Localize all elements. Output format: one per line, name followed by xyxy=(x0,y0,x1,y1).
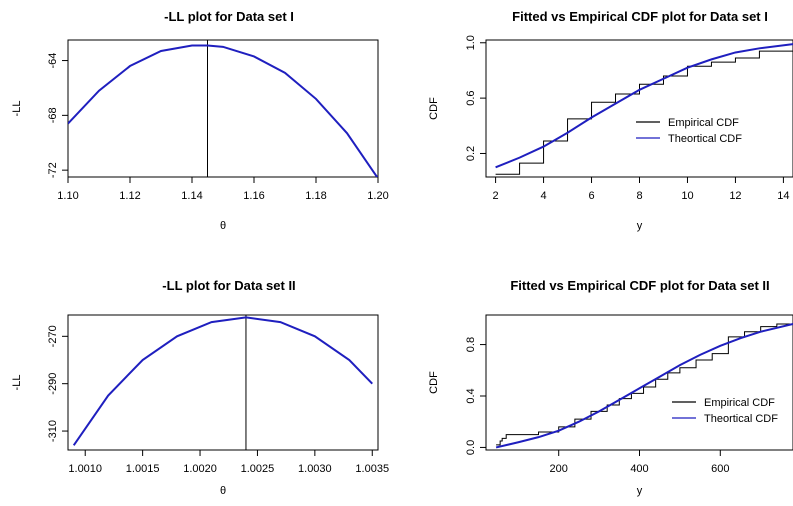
y-tick-label: 0.2 xyxy=(465,146,477,161)
chart-panel-3: -LL plot for Data set II 1.0010 1.0015 1.00… xyxy=(11,278,389,497)
chart-title: -LL plot for Data set I xyxy=(164,9,294,24)
x-tick-label: 2 xyxy=(493,190,499,202)
y-tick-label: -290 xyxy=(47,373,59,395)
legend: Empirical CDF Theortical CDF xyxy=(636,117,742,145)
x-tick-label: 1.0025 xyxy=(241,463,275,475)
y-tick-label: 0.4 xyxy=(465,388,477,403)
legend-label: Empirical CDF xyxy=(668,117,739,129)
chart-panel-1: -LL plot for Data set I 1.10 1.12 1.14 1.16 1… xyxy=(11,9,389,232)
x-tick-label: 1.18 xyxy=(305,190,326,202)
x-tick-label: 1.0015 xyxy=(126,463,160,475)
x-tick-label: 10 xyxy=(681,190,693,202)
chart-title: Fitted vs Empirical CDF plot for Data se… xyxy=(510,278,769,293)
chart-panel-4: Fitted vs Empirical CDF plot for Data se… xyxy=(428,278,793,497)
x-tick-label: 1.0020 xyxy=(183,463,217,475)
x-tick-label: 12 xyxy=(729,190,741,202)
plot-frame xyxy=(67,39,379,178)
legend-label: Theortical CDF xyxy=(704,413,778,425)
series-line-likelihood xyxy=(72,316,373,446)
x-axis-label: y xyxy=(637,220,643,232)
x-tick-label: 1.0030 xyxy=(298,463,332,475)
x-tick-label: 400 xyxy=(630,463,648,475)
series-line-likelihood xyxy=(68,44,378,177)
y-tick-label: -310 xyxy=(47,420,59,442)
x-tick-label: 4 xyxy=(541,190,547,202)
series-line-empirical-cdf xyxy=(495,46,793,175)
x-tick-label: 14 xyxy=(777,190,789,202)
legend-label: Theortical CDF xyxy=(668,133,742,145)
x-tick-label: 1.14 xyxy=(181,190,202,202)
y-axis-label: CDF xyxy=(428,371,440,394)
y-tick-label: -64 xyxy=(47,53,59,69)
y-tick-label: -68 xyxy=(47,107,59,123)
chart-title: Fitted vs Empirical CDF plot for Data se… xyxy=(512,9,768,24)
x-tick-label: 1.20 xyxy=(367,190,388,202)
x-tick-label: 1.16 xyxy=(243,190,264,202)
y-tick-label: 0.0 xyxy=(465,440,477,455)
series-line-theortical-cdf xyxy=(495,43,793,169)
y-tick-label: 0.8 xyxy=(465,337,477,352)
chart-title: -LL plot for Data set II xyxy=(162,278,295,293)
y-axis-label: CDF xyxy=(428,97,440,120)
x-axis-label: θ xyxy=(220,220,226,232)
x-tick-label: 1.10 xyxy=(57,190,78,202)
x-tick-label: 8 xyxy=(636,190,642,202)
y-tick-label: 1.0 xyxy=(465,35,477,50)
legend: Empirical CDF Theortical CDF xyxy=(672,397,778,425)
x-tick-label: 1.0010 xyxy=(68,463,102,475)
x-axis-label: θ xyxy=(220,485,226,497)
series-line-empirical-cdf xyxy=(496,322,793,446)
y-axis-label: -LL xyxy=(11,101,23,117)
x-axis-label: y xyxy=(637,485,643,497)
plot-frame xyxy=(67,314,379,451)
y-tick-label: -270 xyxy=(47,325,59,347)
y-axis-label: -LL xyxy=(11,375,23,391)
legend-label: Empirical CDF xyxy=(704,397,775,409)
x-tick-label: 1.0035 xyxy=(355,463,389,475)
x-tick-label: 200 xyxy=(550,463,568,475)
x-tick-label: 1.12 xyxy=(119,190,140,202)
y-tick-label: -72 xyxy=(47,162,59,178)
x-tick-label: 600 xyxy=(711,463,729,475)
plot-frame xyxy=(485,39,793,178)
series-line-theortical-cdf xyxy=(495,323,793,449)
chart-panel-2: Fitted vs Empirical CDF plot for Data se… xyxy=(428,9,793,232)
x-tick-label: 6 xyxy=(588,190,594,202)
y-tick-label: 0.6 xyxy=(465,90,477,105)
